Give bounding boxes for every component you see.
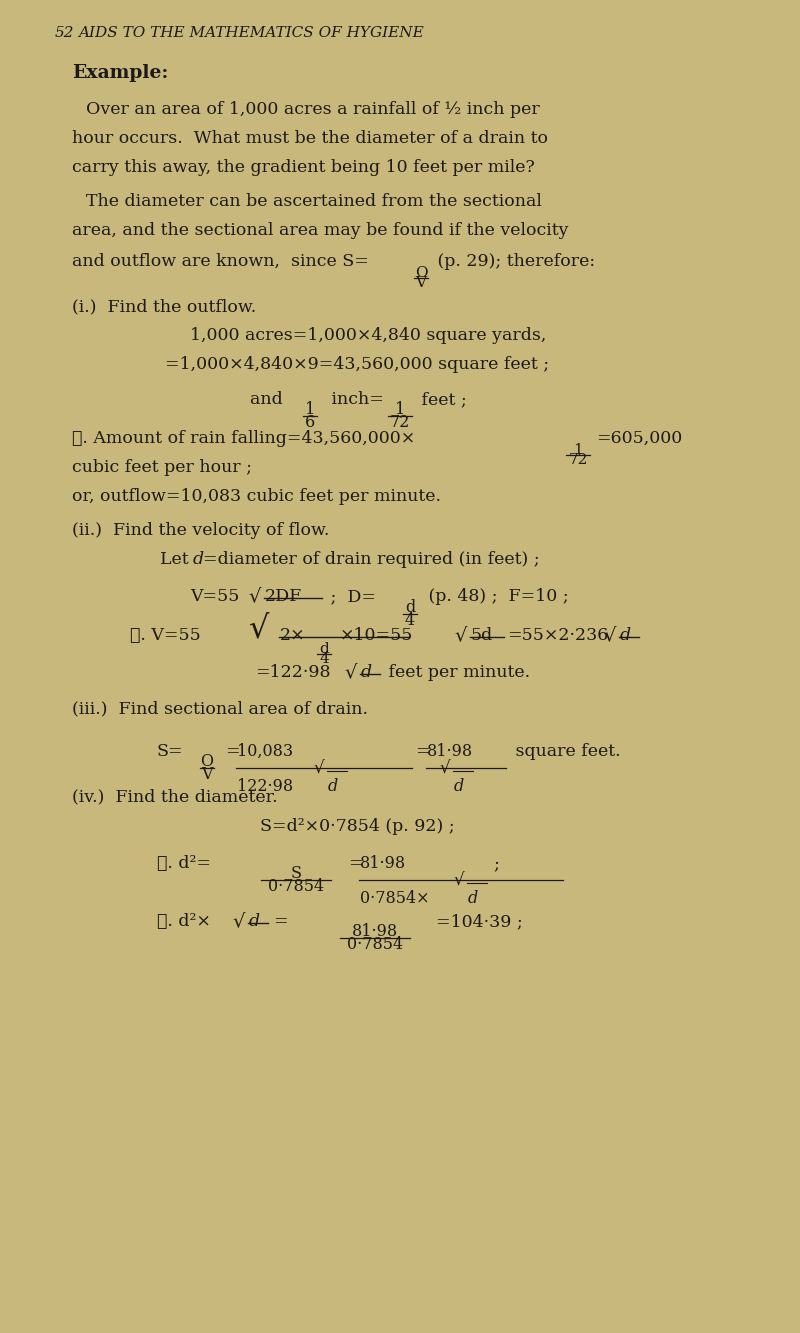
- Text: =: =: [273, 913, 288, 930]
- Text: √: √: [232, 912, 244, 930]
- Text: 10,083: 10,083: [237, 742, 293, 760]
- Text: (iv.)  Find the diameter.: (iv.) Find the diameter.: [72, 788, 278, 805]
- Text: carry this away, the gradient being 10 feet per mile?: carry this away, the gradient being 10 f…: [72, 159, 534, 176]
- Text: d: d: [319, 643, 329, 656]
- Text: 6: 6: [305, 415, 315, 431]
- Text: √: √: [454, 873, 465, 890]
- Text: feet ;: feet ;: [416, 391, 466, 408]
- Text: d: d: [361, 664, 372, 681]
- Text: 122·98: 122·98: [237, 778, 293, 794]
- Text: (ii.)  Find the velocity of flow.: (ii.) Find the velocity of flow.: [72, 523, 330, 539]
- Text: (i.)  Find the outflow.: (i.) Find the outflow.: [72, 299, 256, 315]
- Text: feet per minute.: feet per minute.: [383, 664, 530, 681]
- Text: S: S: [290, 865, 302, 882]
- Text: AIDS TO THE MATHEMATICS OF HYGIENE: AIDS TO THE MATHEMATICS OF HYGIENE: [78, 27, 424, 40]
- Text: ∴. Amount of rain falling=43,560,000×: ∴. Amount of rain falling=43,560,000×: [72, 431, 415, 447]
- Text: V: V: [202, 766, 213, 782]
- Text: hour occurs.  What must be the diameter of a drain to: hour occurs. What must be the diameter o…: [72, 131, 548, 147]
- Text: √: √: [603, 627, 615, 644]
- Text: O: O: [414, 267, 427, 280]
- Text: 72: 72: [568, 453, 588, 467]
- Text: =55×2·236: =55×2·236: [507, 627, 608, 644]
- Text: 2×: 2×: [280, 627, 306, 644]
- Text: (p. 48) ;  F=10 ;: (p. 48) ; F=10 ;: [423, 588, 569, 605]
- Text: 81·98: 81·98: [360, 854, 406, 872]
- Text: =122·98: =122·98: [255, 664, 330, 681]
- Text: 1,000 acres=1,000×4,840 square yards,: 1,000 acres=1,000×4,840 square yards,: [190, 327, 546, 344]
- Text: V=55: V=55: [190, 588, 239, 605]
- Text: √: √: [344, 663, 356, 681]
- Text: =1,000×4,840×9=43,560,000 square feet ;: =1,000×4,840×9=43,560,000 square feet ;: [165, 356, 549, 373]
- Text: =: =: [348, 854, 362, 872]
- Text: ∴. d²=: ∴. d²=: [157, 854, 211, 872]
- Text: S=d²×0·7854 (p. 92) ;: S=d²×0·7854 (p. 92) ;: [260, 818, 454, 834]
- Text: √: √: [454, 627, 466, 644]
- Text: 0·7854: 0·7854: [268, 878, 324, 894]
- Text: √: √: [248, 613, 268, 644]
- Text: d: d: [454, 778, 464, 794]
- Text: 0·7854: 0·7854: [347, 936, 403, 953]
- Text: √: √: [248, 587, 260, 605]
- Text: =diameter of drain required (in feet) ;: =diameter of drain required (in feet) ;: [203, 551, 540, 568]
- Text: and: and: [250, 391, 288, 408]
- Text: 1: 1: [573, 443, 583, 457]
- Text: (p. 29); therefore:: (p. 29); therefore:: [432, 253, 595, 271]
- Text: (iii.)  Find sectional area of drain.: (iii.) Find sectional area of drain.: [72, 700, 368, 717]
- Text: d: d: [249, 913, 260, 930]
- Text: cubic feet per hour ;: cubic feet per hour ;: [72, 459, 252, 476]
- Text: d: d: [405, 599, 415, 616]
- Text: 1: 1: [305, 401, 315, 419]
- Text: 1: 1: [395, 401, 405, 419]
- Text: ;  D=: ; D=: [325, 588, 376, 605]
- Text: Let: Let: [160, 551, 194, 568]
- Text: The diameter can be ascertained from the sectional: The diameter can be ascertained from the…: [86, 193, 542, 211]
- Text: or, outflow=10,083 cubic feet per minute.: or, outflow=10,083 cubic feet per minute…: [72, 488, 441, 505]
- Text: 72: 72: [390, 415, 410, 431]
- Text: d: d: [328, 778, 338, 794]
- Text: 81·98: 81·98: [427, 742, 473, 760]
- Text: Over an area of 1,000 acres a rainfall of ½ inch per: Over an area of 1,000 acres a rainfall o…: [86, 101, 540, 119]
- Text: ∴. d²×: ∴. d²×: [157, 913, 211, 930]
- Text: =104·39 ;: =104·39 ;: [436, 913, 522, 930]
- Text: √: √: [314, 761, 325, 778]
- Text: ∴. V=55: ∴. V=55: [130, 627, 201, 644]
- Text: d: d: [620, 627, 631, 644]
- Text: 2DF: 2DF: [265, 588, 302, 605]
- Text: 4: 4: [405, 612, 415, 629]
- Text: =: =: [225, 742, 240, 760]
- Text: 0·7854×: 0·7854×: [360, 890, 430, 906]
- Text: 4: 4: [319, 652, 329, 666]
- Text: S=: S=: [157, 742, 184, 760]
- Text: inch=: inch=: [326, 391, 384, 408]
- Text: d: d: [193, 551, 204, 568]
- Text: =605,000: =605,000: [596, 431, 682, 447]
- Text: √: √: [440, 761, 450, 778]
- Text: and outflow are known,  since S=: and outflow are known, since S=: [72, 253, 369, 271]
- Text: 52: 52: [55, 27, 74, 40]
- Text: ×10=55: ×10=55: [340, 627, 414, 644]
- Text: ;: ;: [493, 854, 499, 872]
- Text: O: O: [201, 753, 214, 770]
- Text: 81·98: 81·98: [352, 922, 398, 940]
- Text: 5d: 5d: [471, 627, 494, 644]
- Text: d: d: [468, 890, 478, 906]
- Text: V: V: [415, 276, 426, 291]
- Text: area, and the sectional area may be found if the velocity: area, and the sectional area may be foun…: [72, 223, 569, 239]
- Text: square feet.: square feet.: [510, 742, 621, 760]
- Text: =: =: [415, 742, 430, 760]
- Text: Example:: Example:: [72, 64, 168, 83]
